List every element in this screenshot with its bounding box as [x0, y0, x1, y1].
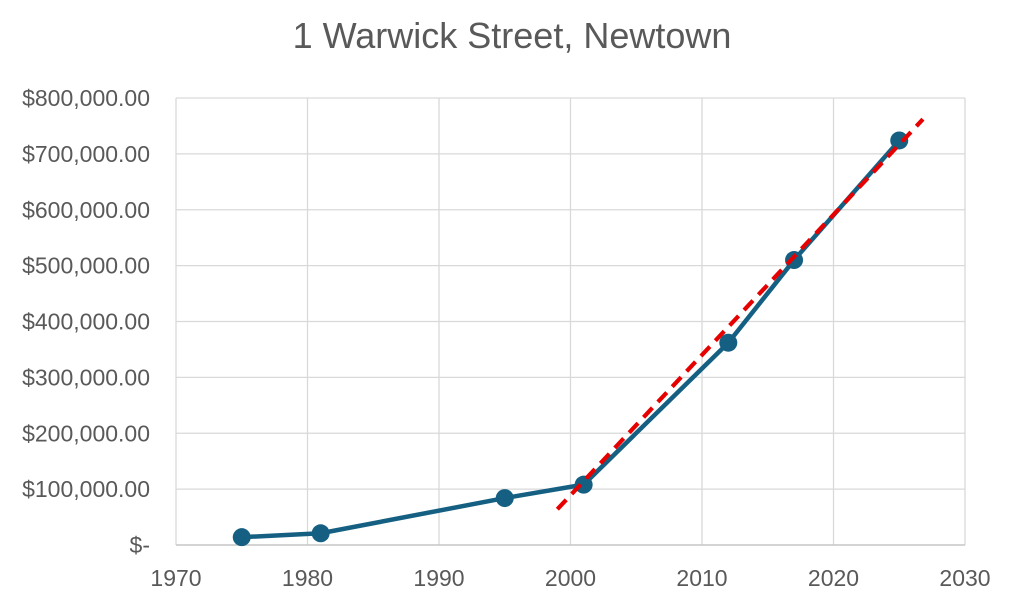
- x-axis-tick-label: 1990: [413, 565, 464, 591]
- data-point-marker[interactable]: [311, 524, 330, 543]
- trendline[interactable]: [555, 117, 925, 511]
- y-axis-tick-label: $100,000.00: [22, 476, 150, 502]
- y-axis-tick-label: $200,000.00: [22, 420, 150, 446]
- y-axis-tick-label: $600,000.00: [22, 197, 150, 223]
- data-point-marker[interactable]: [574, 475, 593, 494]
- data-point-marker[interactable]: [495, 489, 514, 508]
- x-axis-tick-label: 1970: [150, 565, 201, 591]
- x-axis-tick-label: 2000: [545, 565, 596, 591]
- y-axis-tick-label: $-: [130, 532, 150, 558]
- y-axis-tick-label: $400,000.00: [22, 309, 150, 335]
- data-point-marker[interactable]: [232, 528, 251, 547]
- y-axis-tick-label: $800,000.00: [22, 85, 150, 111]
- x-axis-tick-label: 2030: [939, 565, 990, 591]
- data-point-marker[interactable]: [719, 333, 738, 352]
- x-axis-tick-label: 1980: [282, 565, 333, 591]
- y-axis-tick-label: $500,000.00: [22, 253, 150, 279]
- chart-title[interactable]: 1 Warwick Street, Newtown: [292, 15, 732, 56]
- x-axis-tick-label: 2010: [676, 565, 727, 591]
- x-axis-tick-label: 2020: [808, 565, 859, 591]
- y-axis-tick-label: $700,000.00: [22, 141, 150, 167]
- data-point-marker[interactable]: [890, 131, 909, 150]
- y-axis-tick-label: $300,000.00: [22, 364, 150, 390]
